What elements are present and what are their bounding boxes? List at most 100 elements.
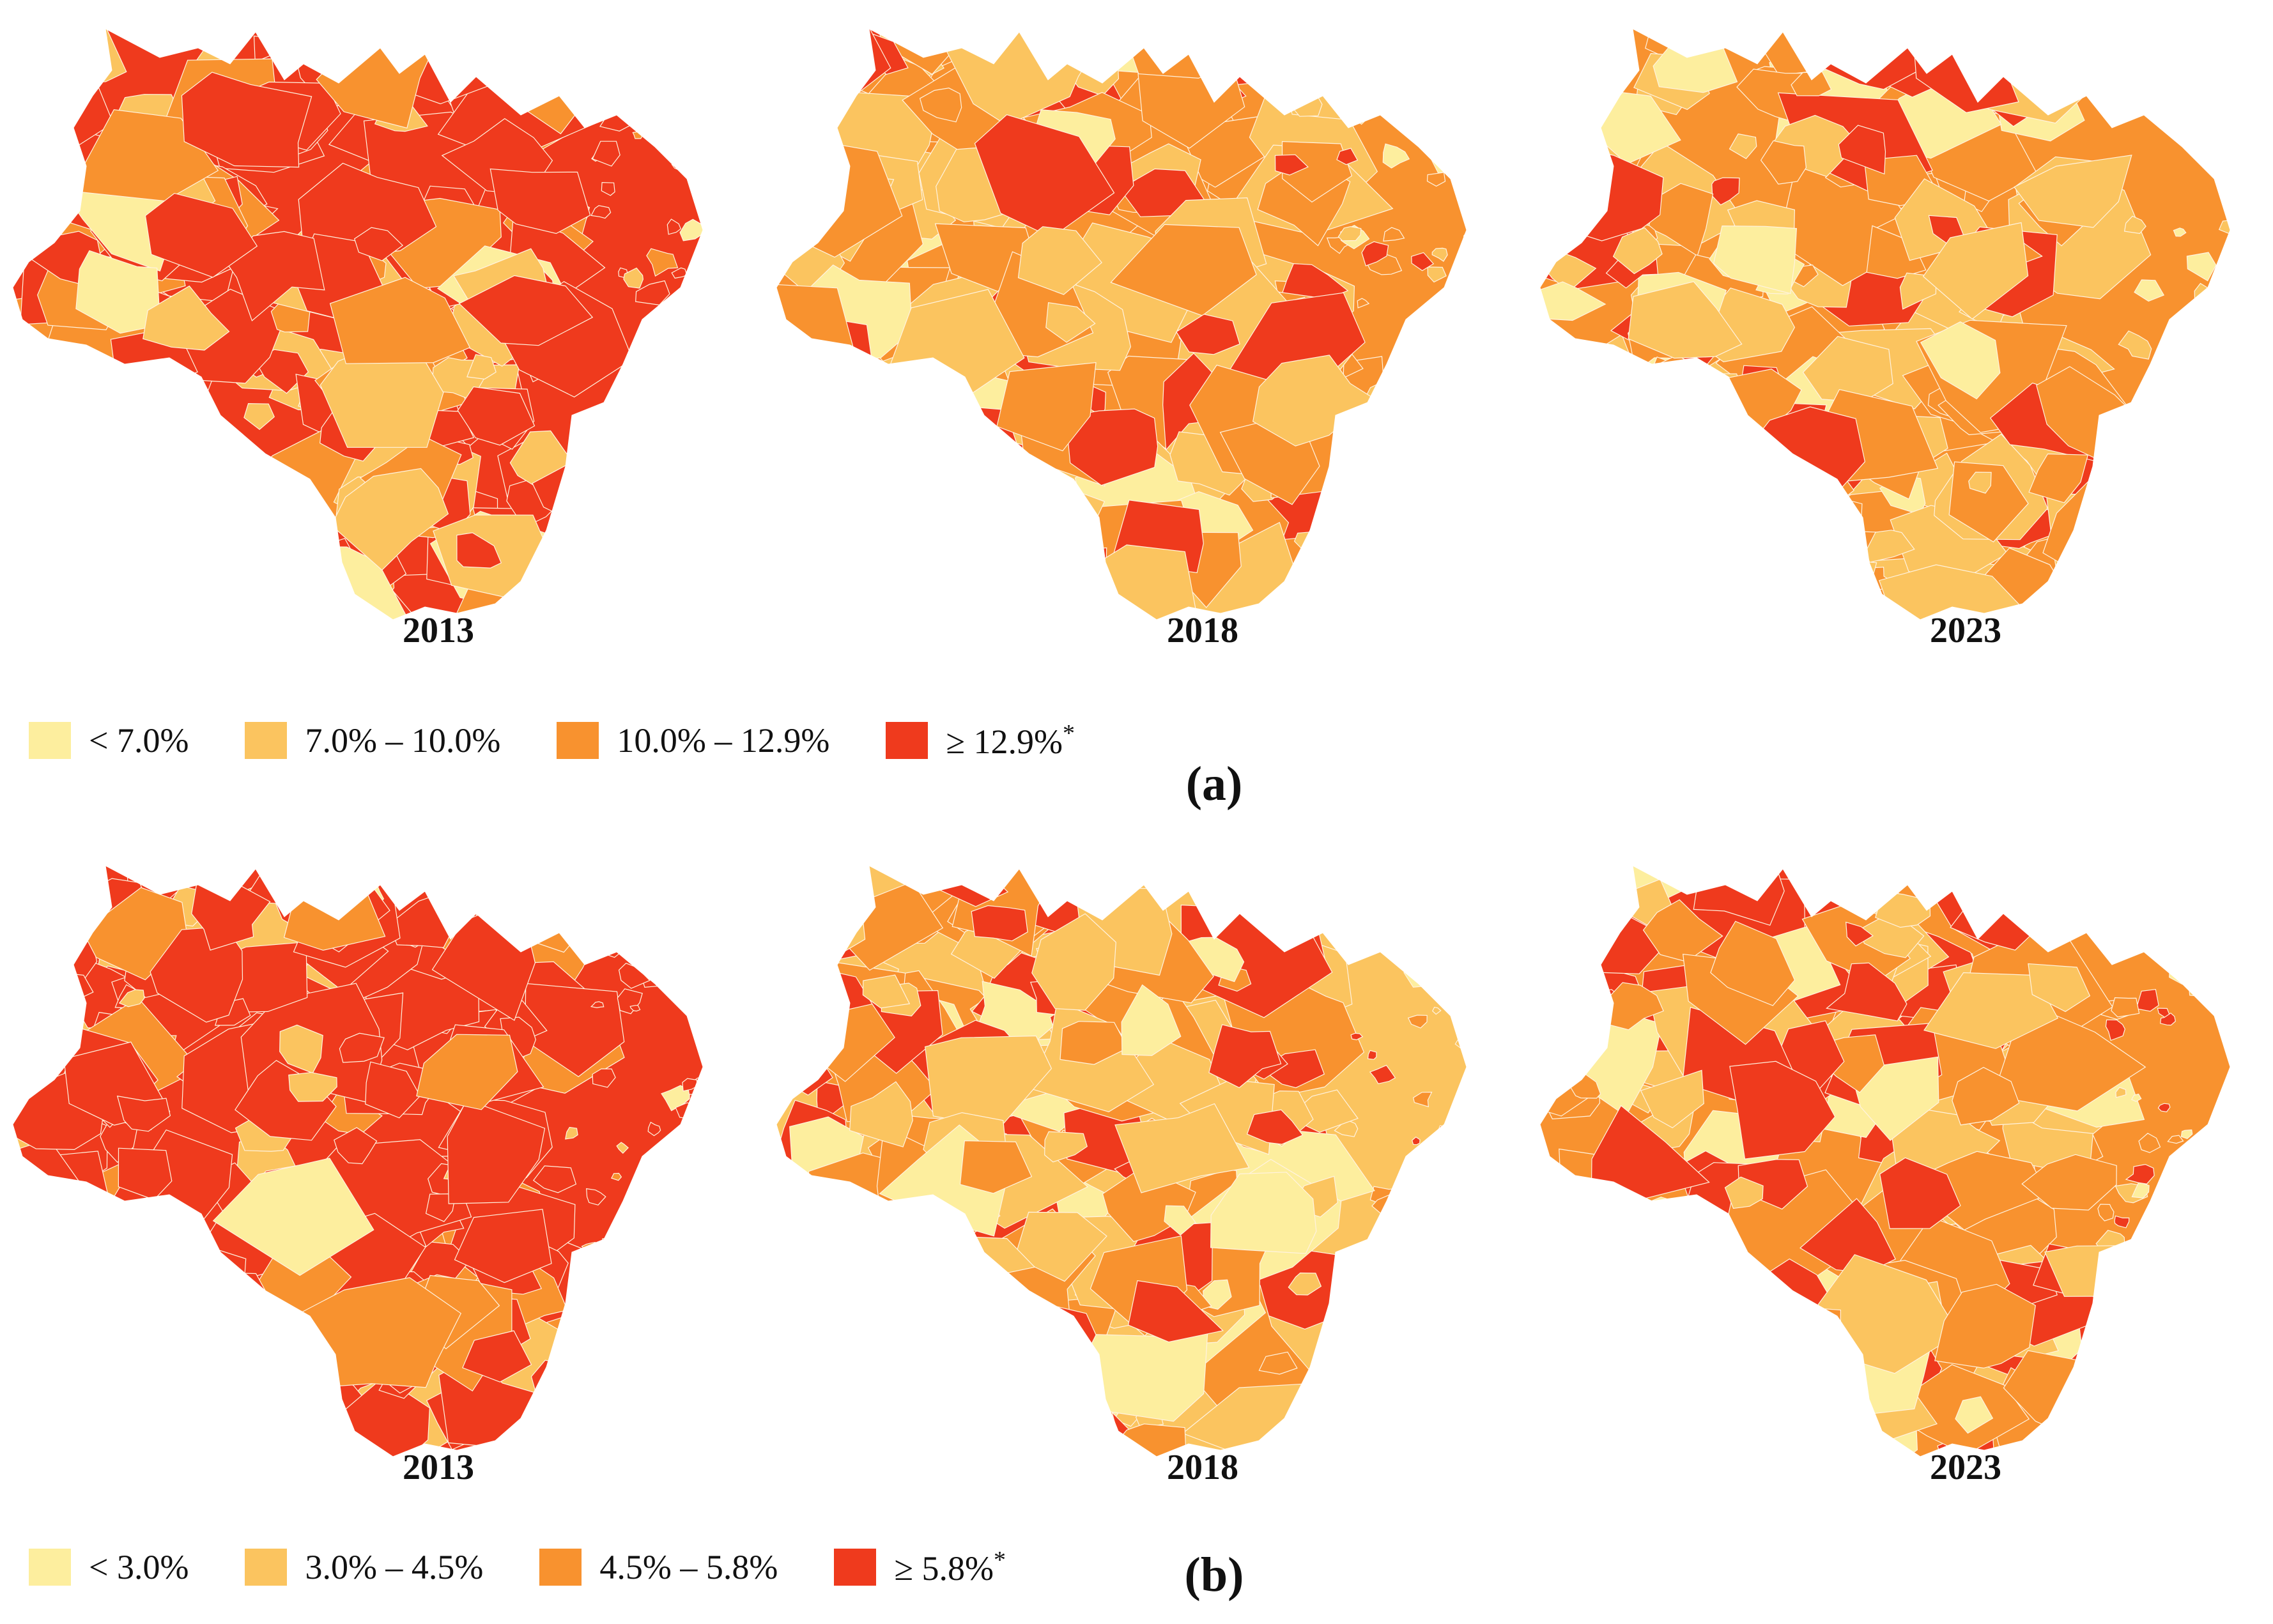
municipality-region (975, 570, 1006, 600)
municipality-region (1458, 897, 1467, 905)
legend-label: 10.0% – 12.9% (617, 721, 830, 760)
municipality-region (643, 1160, 662, 1176)
year-label: 2013 (403, 611, 474, 650)
municipality-region (1575, 396, 1641, 480)
municipality-region (1730, 1319, 1796, 1384)
municipality-region (808, 397, 897, 473)
municipality-region (1838, 125, 1886, 175)
municipality-region (13, 1399, 118, 1457)
municipality-region (1127, 1280, 1224, 1343)
municipality-region (658, 1207, 675, 1221)
municipality-region (2201, 1427, 2213, 1437)
municipality-region (1375, 34, 1398, 51)
municipality-region (948, 519, 987, 548)
municipality-region (1624, 357, 1719, 415)
municipality-region (89, 1208, 159, 1257)
municipality-region (13, 484, 130, 601)
municipality-region (2088, 588, 2116, 610)
municipality-region (1612, 227, 1663, 275)
municipality-region (1334, 464, 1353, 480)
municipality-region (1437, 144, 1451, 155)
municipality-region (1407, 1015, 1428, 1029)
municipality-region (181, 72, 312, 168)
municipality-region (2195, 29, 2217, 33)
municipality-region (191, 880, 271, 951)
municipality-region (111, 510, 181, 572)
legend-label: 3.0% – 4.5% (305, 1548, 484, 1586)
municipality-region (2115, 505, 2142, 528)
municipality-region (2125, 1264, 2147, 1282)
municipality-region (1713, 225, 1798, 295)
municipality-region (2231, 284, 2247, 300)
municipality-region (1369, 1064, 1396, 1084)
municipality-region (1710, 516, 1791, 585)
municipality-region (69, 397, 221, 516)
municipality-region (867, 488, 971, 561)
municipality-region (94, 1299, 144, 1338)
municipality-region (1759, 1305, 1803, 1344)
municipality-region (447, 1099, 546, 1204)
municipality-region (666, 924, 697, 951)
municipality-region (2184, 356, 2198, 371)
municipality-region (803, 1331, 879, 1390)
municipality-region (776, 153, 831, 242)
municipality-region (147, 1276, 248, 1363)
municipality-region (1382, 143, 1410, 169)
municipality-region (1557, 1206, 1591, 1234)
municipality-region (1274, 29, 1396, 121)
municipality-region (13, 341, 94, 414)
legend-swatch (886, 722, 928, 759)
municipality-region (617, 988, 643, 1015)
municipality-region (73, 408, 102, 429)
municipality-region (1413, 1177, 1435, 1195)
municipality-region (56, 1221, 200, 1317)
legend-swatch (29, 722, 71, 759)
municipality-region (776, 866, 818, 921)
municipality-region (684, 339, 701, 355)
municipality-region (688, 582, 703, 597)
legend-item: 3.0% – 4.5% (245, 1547, 483, 1587)
municipality-region (16, 1200, 66, 1226)
municipality-region (585, 1351, 613, 1374)
municipality-region (776, 1257, 819, 1319)
municipality-region (107, 1398, 250, 1457)
municipality-region (2188, 450, 2206, 466)
municipality-region (2162, 482, 2201, 507)
municipality-region (2066, 871, 2131, 931)
municipality-region (13, 360, 159, 485)
region-outline (1539, 865, 2231, 1457)
legend-swatch (539, 1549, 582, 1586)
municipality-region (2225, 80, 2230, 94)
municipality-region (123, 508, 176, 550)
municipality-region (2001, 866, 2107, 928)
municipality-region (1408, 874, 1431, 890)
municipality-region (255, 1338, 330, 1404)
municipality-region (1045, 302, 1096, 343)
municipality-region (1463, 332, 1467, 353)
municipality-region (658, 61, 681, 80)
municipality-region (1385, 1443, 1399, 1455)
municipality-region (65, 475, 150, 557)
municipality-region (586, 1188, 606, 1206)
municipality-region (18, 530, 66, 567)
municipality-region (1233, 29, 1315, 92)
municipality-region (2234, 460, 2258, 481)
municipality-region (1288, 1272, 1322, 1296)
municipality-region (13, 1317, 107, 1407)
municipality-region (1734, 450, 1763, 471)
municipality-region (1578, 1299, 1704, 1397)
municipality-region (886, 1284, 946, 1326)
municipality-region (677, 385, 691, 399)
municipality-region (587, 535, 619, 556)
municipality-region (1540, 866, 1594, 917)
municipality-region (1638, 1298, 1695, 1351)
municipality-region (777, 41, 840, 90)
municipality-region (1379, 1326, 1402, 1344)
municipality-region (1337, 1281, 1350, 1289)
municipality-region (900, 1248, 966, 1292)
panel-label-a: (a) (1185, 757, 1243, 811)
municipality-region (694, 930, 703, 942)
municipality-region (2092, 482, 2118, 503)
municipality-region (797, 354, 908, 424)
municipality-region (2190, 924, 2212, 938)
